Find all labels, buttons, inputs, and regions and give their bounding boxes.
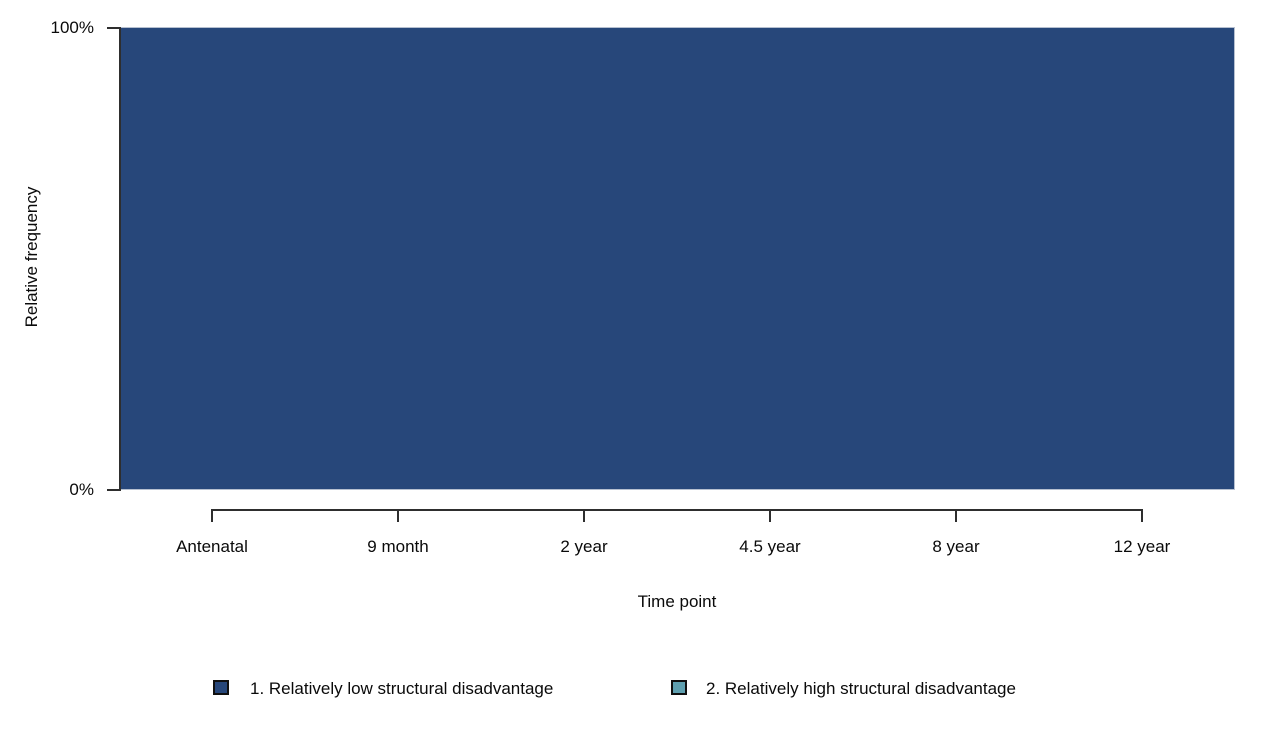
x-tick-label-8-year: 8 year xyxy=(932,537,980,556)
x-tick-label-antenatal: Antenatal xyxy=(176,537,248,556)
x-tick-4-5-year xyxy=(769,509,771,522)
legend-label-high-disadvantage: 2. Relatively high structural disadvanta… xyxy=(706,679,1016,698)
y-tick-label-0: 0% xyxy=(69,480,94,499)
x-tick-9-month xyxy=(397,509,399,522)
x-tick-2-year xyxy=(583,509,585,522)
x-tick-antenatal xyxy=(211,509,213,522)
y-tick-100 xyxy=(107,27,120,29)
legend-label-low-disadvantage: 1. Relatively low structural disadvantag… xyxy=(250,679,554,698)
y-axis-line xyxy=(119,27,121,491)
x-tick-label-2-year: 2 year xyxy=(560,537,608,556)
x-tick-12-year xyxy=(1141,509,1143,522)
legend-swatch-high-disadvantage xyxy=(671,680,687,695)
x-axis-line xyxy=(211,509,1143,511)
x-tick-label-4-5-year: 4.5 year xyxy=(739,537,801,556)
y-tick-0 xyxy=(107,489,120,491)
x-tick-8-year xyxy=(955,509,957,522)
x-axis-title: Time point xyxy=(637,592,717,611)
y-axis-title: Relative frequency xyxy=(22,186,41,328)
y-tick-label-100: 100% xyxy=(50,18,94,37)
legend-swatch-low-disadvantage xyxy=(213,680,229,695)
x-tick-label-12-year: 12 year xyxy=(1113,537,1171,556)
plot-area-series-1 xyxy=(121,27,1235,490)
x-tick-label-9-month: 9 month xyxy=(367,537,429,556)
